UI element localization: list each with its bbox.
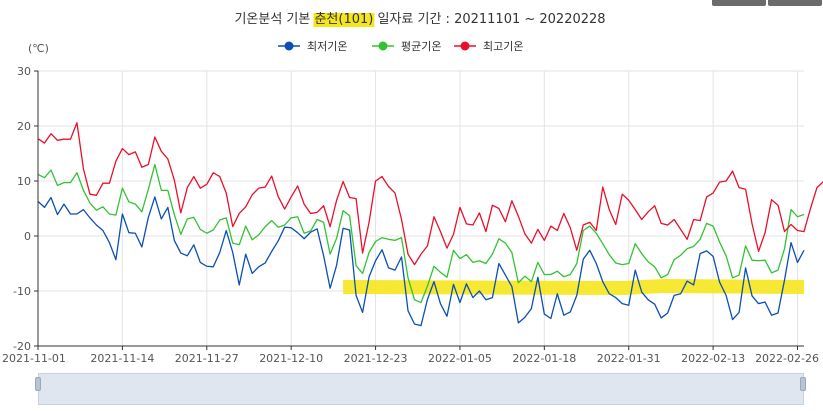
- y-tick-label-1: -10: [13, 285, 31, 298]
- grid: [37, 70, 804, 347]
- x-tick-label-7: 2022-01-31: [597, 352, 661, 365]
- legend-marker-0: [284, 41, 294, 51]
- axes: [34, 70, 804, 350]
- title-part-0: 기온분석 기본: [234, 12, 314, 27]
- legend-item-2[interactable]: 최고기온: [454, 40, 523, 53]
- title-part-2: 일자료 기간 : 20211101 ~ 20220228: [373, 12, 605, 27]
- chart-title: 기온분석 기본 춘천(101) 일자료 기간 : 20211101 ~ 2022…: [234, 12, 605, 27]
- legend-label-0: 최저기온: [307, 40, 347, 53]
- legend-label-2: 최고기온: [483, 40, 523, 53]
- range-scrollbar[interactable]: [38, 373, 804, 405]
- x-tick-label-9: 2022-02-26: [755, 352, 819, 365]
- highlight-band-stroke: [343, 278, 805, 296]
- window-button-2[interactable]: [768, 0, 822, 6]
- x-tick-label-2: 2021-11-27: [175, 352, 239, 365]
- series-line-1: [37, 163, 805, 304]
- x-tick-label-8: 2022-02-13: [681, 352, 745, 365]
- highlight-band: [343, 278, 805, 296]
- series-line-2: [37, 122, 823, 266]
- y-tick-label-5: 30: [17, 65, 31, 78]
- x-tick-label-0: 2021-11-01: [2, 352, 66, 365]
- y-tick-labels: -20 -10 0 10 20 30: [13, 65, 31, 353]
- series-layer: [37, 122, 823, 327]
- x-tick-labels: 2021-11-01 2021-11-14 2021-11-27 2021-12-10…: [2, 352, 819, 365]
- title-part-1: 춘천(101): [314, 12, 373, 27]
- y-tick-label-0: -20: [13, 340, 31, 353]
- y-tick-label-4: 20: [17, 120, 31, 133]
- legend-marker-2: [460, 41, 470, 51]
- series-line-0: [37, 196, 805, 327]
- range-handle-right[interactable]: [800, 377, 806, 391]
- y-tick-label-2: 0: [24, 230, 31, 243]
- legend: 최저기온 평균기온 최고기온: [278, 40, 523, 53]
- legend-label-1: 평균기온: [401, 40, 441, 53]
- x-tick-label-6: 2022-01-18: [512, 352, 576, 365]
- x-tick-label-5: 2022-01-05: [428, 352, 492, 365]
- x-tick-label-3: 2021-12-10: [259, 352, 323, 365]
- title-highlight: [313, 13, 375, 27]
- legend-marker-1: [378, 41, 388, 51]
- legend-item-1[interactable]: 평균기온: [372, 40, 441, 53]
- x-tick-label-1: 2021-11-14: [90, 352, 154, 365]
- range-handle-left[interactable]: [35, 377, 41, 391]
- y-axis-unit: (℃): [28, 42, 49, 55]
- legend-item-0[interactable]: 최저기온: [278, 40, 347, 53]
- x-tick-label-4: 2021-12-23: [344, 352, 408, 365]
- y-tick-label-3: 10: [17, 175, 31, 188]
- window-button-1[interactable]: [712, 0, 766, 6]
